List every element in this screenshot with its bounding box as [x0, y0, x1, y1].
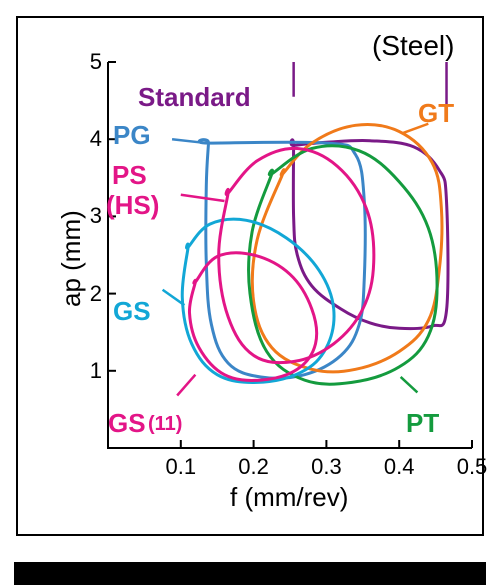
leader-line	[177, 375, 195, 396]
y-tick-label: 4	[78, 126, 102, 152]
series-label: GS	[108, 408, 146, 439]
y-tick-label: 5	[78, 49, 102, 75]
x-tick-label: 0.4	[379, 454, 419, 480]
series-label: (HS)	[106, 190, 159, 221]
series-label: GT	[418, 98, 454, 129]
series-label: PS	[112, 160, 147, 191]
leader-line	[181, 195, 225, 201]
x-tick-label: 0.5	[452, 454, 492, 480]
x-axis-title: f (mm/rev)	[230, 482, 348, 513]
y-tick-label: 2	[78, 281, 102, 307]
y-tick-label: 1	[78, 358, 102, 384]
y-tick-label: 3	[78, 203, 102, 229]
subtitle-steel: (Steel)	[372, 30, 454, 62]
series-label: (11)	[148, 413, 182, 436]
series-label: PT	[406, 408, 439, 439]
x-tick-label: 0.1	[161, 454, 201, 480]
region-standard	[291, 140, 448, 329]
series-label: PG	[113, 120, 151, 151]
bottom-band	[14, 562, 486, 585]
x-tick-label: 0.2	[234, 454, 274, 480]
series-label: Standard	[138, 82, 251, 113]
leader-line	[401, 377, 418, 392]
x-tick-label: 0.3	[306, 454, 346, 480]
region-gt	[252, 124, 442, 371]
series-label: GS	[113, 296, 151, 327]
